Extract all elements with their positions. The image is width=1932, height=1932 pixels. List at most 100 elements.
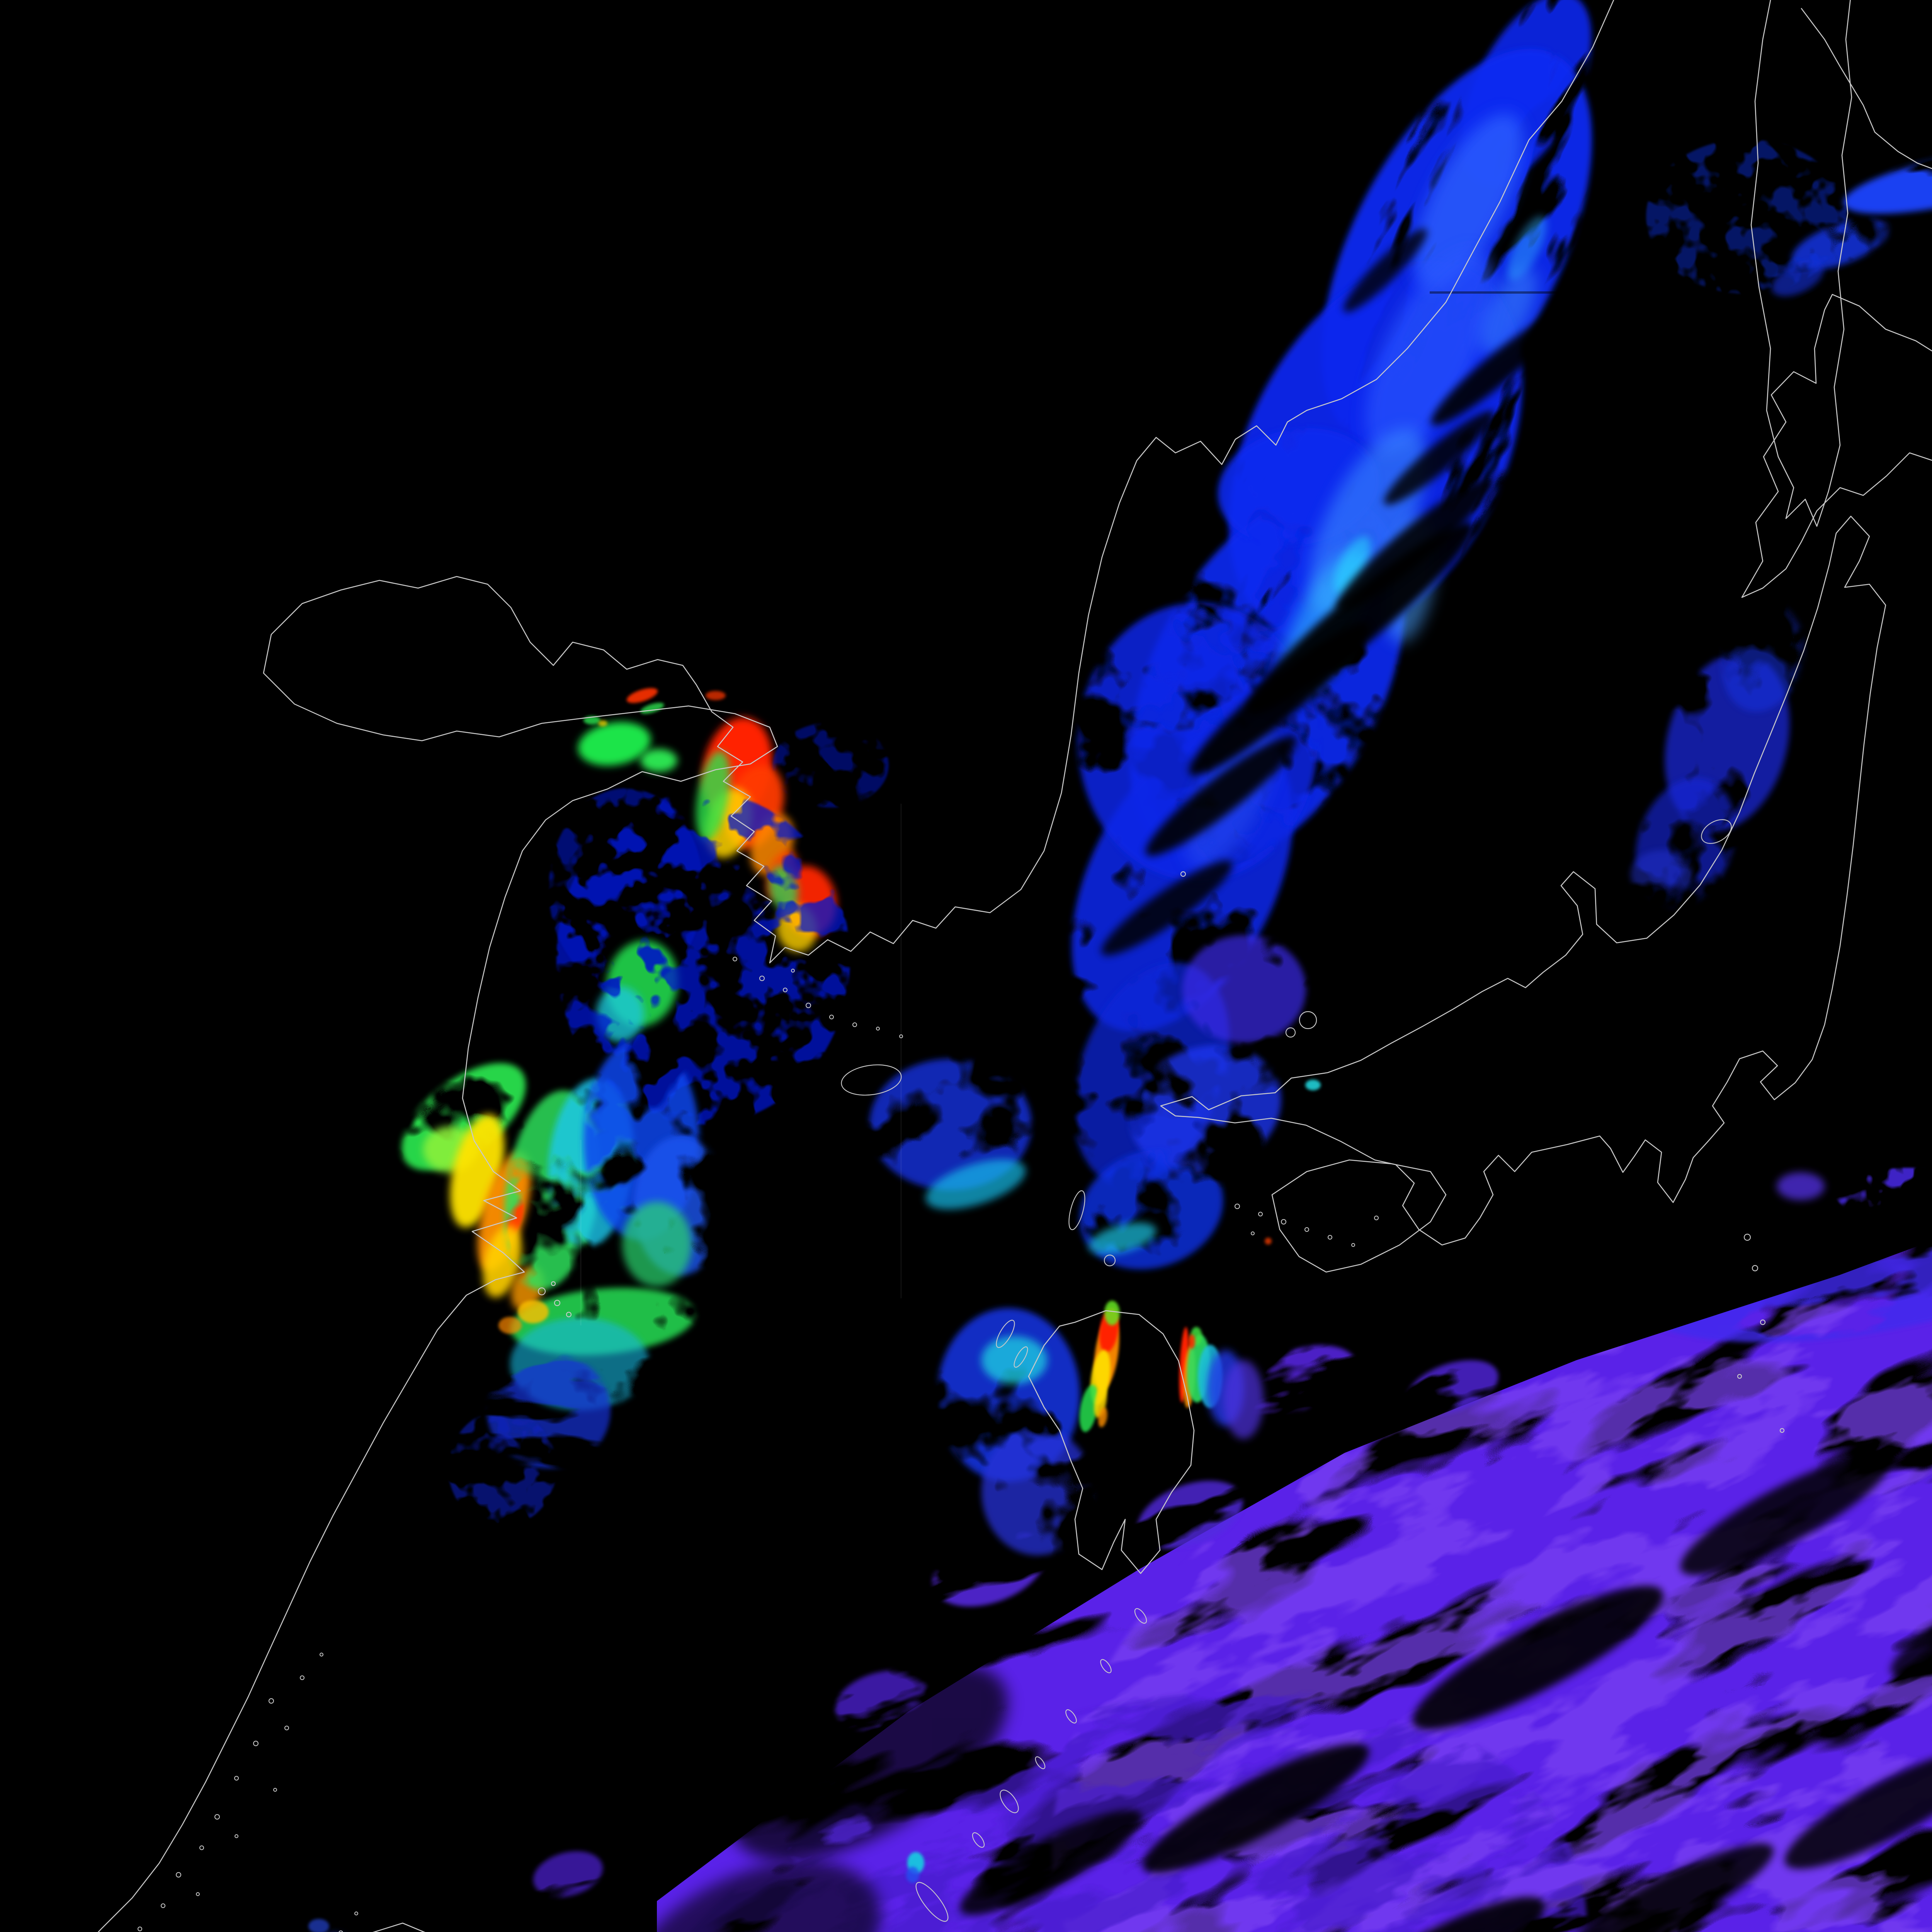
kyushu-coastal-hotspots-blob <box>1104 1301 1120 1325</box>
yellow-sea-east-china-sea-bloom-blob <box>773 723 889 808</box>
islet <box>852 1022 857 1027</box>
islet <box>1235 1204 1240 1209</box>
islet <box>269 1698 274 1704</box>
islet <box>273 1788 277 1792</box>
island-sado <box>1701 819 1732 844</box>
sea-of-japan-bloom-blob <box>1507 216 1547 281</box>
island-tsushima <box>1068 1190 1085 1230</box>
kyushu-coastal-hotspots-blob <box>1188 1334 1195 1349</box>
yellow-sea-east-china-sea-bloom-blob <box>640 749 677 772</box>
sea-of-japan-bloom-blob <box>1480 267 1537 355</box>
islet <box>176 1872 181 1878</box>
island-zhoushan <box>566 1311 572 1318</box>
yellow-sea-east-china-sea-bloom-blob <box>981 1428 1094 1555</box>
islet <box>1100 1659 1112 1673</box>
swath-seam-lines <box>580 291 1677 1325</box>
islet <box>876 1027 880 1031</box>
sea-of-japan-cloud-gaps-blob <box>1101 861 1233 956</box>
pacific-outlier-patches-blob <box>789 1812 872 1866</box>
islet <box>235 1834 238 1838</box>
sea-of-japan-bloom-blob <box>1843 149 1932 214</box>
pacific-outlier-patches-blob <box>1835 1168 1932 1213</box>
yellow-sea-east-china-sea-bloom-blob <box>549 788 703 989</box>
pacific-outlier-patches-blob <box>1137 1481 1243 1549</box>
coastline-shikoku <box>1271 1159 1447 1273</box>
islet <box>338 1930 343 1932</box>
islet <box>1779 1428 1785 1433</box>
pacific-cloud-gaps-blob <box>1784 1748 1932 1869</box>
islet <box>199 1845 204 1850</box>
islet <box>783 988 787 992</box>
island-zhoushan <box>537 1287 546 1296</box>
kyushu-coastal-hotspots-blob <box>1098 1407 1107 1427</box>
islet <box>138 1927 142 1931</box>
island-ulleung <box>1180 871 1186 877</box>
yellow-sea-east-china-sea-bloom-blob <box>622 1202 692 1287</box>
fujian-coastal-islands <box>138 1653 358 1932</box>
sea-of-japan-cloud-gap-layer <box>1101 228 1560 956</box>
yellow-sea-east-china-sea-bloom-blob <box>578 722 651 766</box>
data-field-yellow-sea <box>401 688 1223 1555</box>
island-izu-oshima <box>1743 1233 1751 1241</box>
pacific-cloud-gaps-blob <box>1315 1897 1545 1932</box>
island-goto2 <box>1014 1346 1028 1368</box>
pacific-cloud-gaps-blob <box>1412 1585 1663 1730</box>
islet <box>253 1741 259 1746</box>
pacific-outlier-patches-blob <box>1777 1172 1825 1200</box>
sea-of-japan-bloom-blob <box>1631 850 1694 898</box>
kyushu-coastal-hotspots-blob <box>1265 1238 1272 1245</box>
pacific-cloud-gaps-blob <box>1557 1844 1774 1932</box>
islet <box>791 969 795 973</box>
islet <box>1251 1231 1255 1235</box>
islet <box>1258 1212 1263 1216</box>
yellow-sea-east-china-sea-bloom-blob <box>1088 1222 1156 1255</box>
pacific-cloud-gap-layer <box>657 1454 1932 1932</box>
pacific-cloud-gaps-blob <box>657 1861 881 1932</box>
sea-of-japan-cloud-gaps-blob <box>1431 316 1560 426</box>
taiwan-strait-patch-blob <box>308 1919 329 1932</box>
yellow-sea-east-china-sea-bloom-blob <box>448 1410 556 1526</box>
yellow-sea-east-china-sea-bloom-blob <box>583 716 600 724</box>
kyushu-coastal-hotspots-blob <box>1223 1360 1264 1439</box>
pacific-cloud-gaps-blob <box>960 1810 1142 1915</box>
islet <box>320 1653 323 1656</box>
sea-of-japan-cloud-gaps-blob <box>1145 736 1297 856</box>
ryukyu-islands <box>915 1608 1147 1922</box>
yellow-sea-east-china-sea-bloom-blob <box>706 691 726 700</box>
coastline-sakhalin <box>1750 0 1852 527</box>
sea-of-japan-bloom-blob <box>1182 935 1306 1043</box>
island-goto <box>996 1320 1015 1348</box>
yellow-sea-east-china-sea-bloom-blob <box>598 720 607 726</box>
sea-of-japan-cloud-gaps-blob <box>1343 228 1427 313</box>
islet <box>1134 1608 1147 1624</box>
sea-of-japan-bloom-blob <box>1646 139 1847 294</box>
islet <box>899 1034 903 1038</box>
sea-of-japan-bloom-blob <box>1130 1045 1281 1173</box>
island-okinawa <box>915 1882 949 1922</box>
coastline-mainland-asia <box>97 0 1614 1932</box>
sea-of-japan-bloom-blob <box>1722 604 1804 712</box>
islet <box>234 1776 239 1781</box>
islet <box>1737 1374 1742 1379</box>
islet <box>1374 1216 1379 1220</box>
yellow-sea-east-china-sea-bloom-blob <box>869 1059 1032 1190</box>
islet <box>829 1015 834 1019</box>
yellow-sea-east-china-sea-bloom-blob <box>981 1336 1047 1384</box>
islet <box>1281 1219 1286 1225</box>
sea-of-japan-bloom-blob <box>1305 1080 1321 1090</box>
islet <box>759 976 765 981</box>
korean-archipelago <box>733 957 903 1038</box>
island-amami <box>1000 1789 1019 1813</box>
island-oki-dozen <box>1285 1027 1296 1038</box>
islet <box>196 1892 200 1896</box>
pacific-outlier-patches-blob <box>1240 1345 1356 1414</box>
islet <box>733 957 737 961</box>
izu-islands <box>1737 1233 1785 1433</box>
seto-inland-islands <box>1235 1204 1379 1247</box>
coastline-honshu <box>1160 515 1886 1246</box>
yellow-sea-east-china-sea-bloom-blob <box>626 688 658 703</box>
islet <box>284 1726 289 1730</box>
sea-of-japan-cloud-gaps-blob <box>1189 623 1369 776</box>
sea-of-japan-bloom-blob <box>1365 250 1494 454</box>
islet <box>1304 1227 1309 1232</box>
